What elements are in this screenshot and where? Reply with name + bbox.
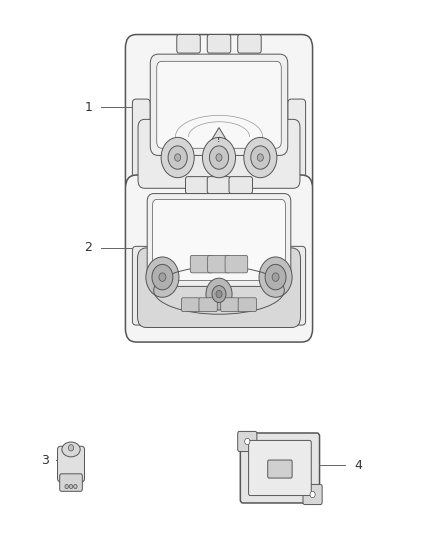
FancyBboxPatch shape (147, 193, 291, 286)
Circle shape (209, 146, 229, 169)
Circle shape (216, 154, 222, 161)
FancyBboxPatch shape (199, 298, 217, 312)
FancyBboxPatch shape (125, 35, 313, 196)
Text: 4: 4 (354, 459, 362, 472)
FancyBboxPatch shape (185, 176, 209, 193)
FancyBboxPatch shape (132, 246, 150, 325)
Circle shape (259, 257, 292, 297)
FancyBboxPatch shape (125, 175, 313, 342)
FancyBboxPatch shape (157, 61, 281, 148)
FancyBboxPatch shape (238, 431, 257, 451)
FancyBboxPatch shape (190, 255, 213, 273)
FancyBboxPatch shape (238, 298, 256, 312)
FancyBboxPatch shape (207, 35, 231, 53)
FancyBboxPatch shape (221, 298, 239, 312)
Circle shape (206, 278, 232, 310)
Circle shape (168, 146, 187, 169)
FancyBboxPatch shape (238, 35, 261, 53)
FancyBboxPatch shape (60, 474, 82, 491)
Circle shape (175, 154, 181, 161)
Ellipse shape (62, 442, 80, 457)
Circle shape (69, 484, 73, 489)
FancyBboxPatch shape (303, 484, 322, 505)
Circle shape (251, 146, 270, 169)
Circle shape (74, 484, 77, 489)
Circle shape (152, 264, 173, 290)
Circle shape (146, 257, 179, 297)
FancyBboxPatch shape (150, 54, 288, 156)
FancyBboxPatch shape (57, 446, 85, 482)
Circle shape (159, 273, 166, 281)
Circle shape (65, 484, 68, 489)
Circle shape (216, 290, 222, 298)
FancyBboxPatch shape (229, 176, 253, 193)
FancyBboxPatch shape (288, 246, 306, 325)
Circle shape (68, 445, 74, 451)
FancyBboxPatch shape (249, 440, 311, 496)
Circle shape (161, 138, 194, 177)
Circle shape (244, 138, 277, 177)
Circle shape (245, 438, 250, 445)
FancyBboxPatch shape (225, 255, 248, 273)
FancyBboxPatch shape (138, 248, 300, 327)
Text: 1: 1 (85, 101, 92, 114)
Circle shape (265, 264, 286, 290)
Text: 3: 3 (41, 454, 49, 466)
FancyBboxPatch shape (240, 433, 320, 503)
Circle shape (257, 154, 263, 161)
Circle shape (310, 491, 315, 498)
FancyBboxPatch shape (182, 298, 200, 312)
FancyBboxPatch shape (207, 176, 231, 193)
FancyBboxPatch shape (288, 99, 306, 182)
FancyBboxPatch shape (152, 199, 286, 280)
Circle shape (272, 273, 279, 281)
FancyBboxPatch shape (138, 119, 300, 188)
Circle shape (212, 286, 226, 303)
Polygon shape (208, 127, 230, 145)
Text: 2: 2 (85, 241, 92, 254)
Circle shape (202, 138, 236, 177)
FancyBboxPatch shape (132, 99, 150, 182)
FancyBboxPatch shape (177, 35, 200, 53)
Text: !: ! (217, 138, 221, 143)
FancyBboxPatch shape (268, 460, 292, 478)
FancyBboxPatch shape (208, 255, 230, 273)
